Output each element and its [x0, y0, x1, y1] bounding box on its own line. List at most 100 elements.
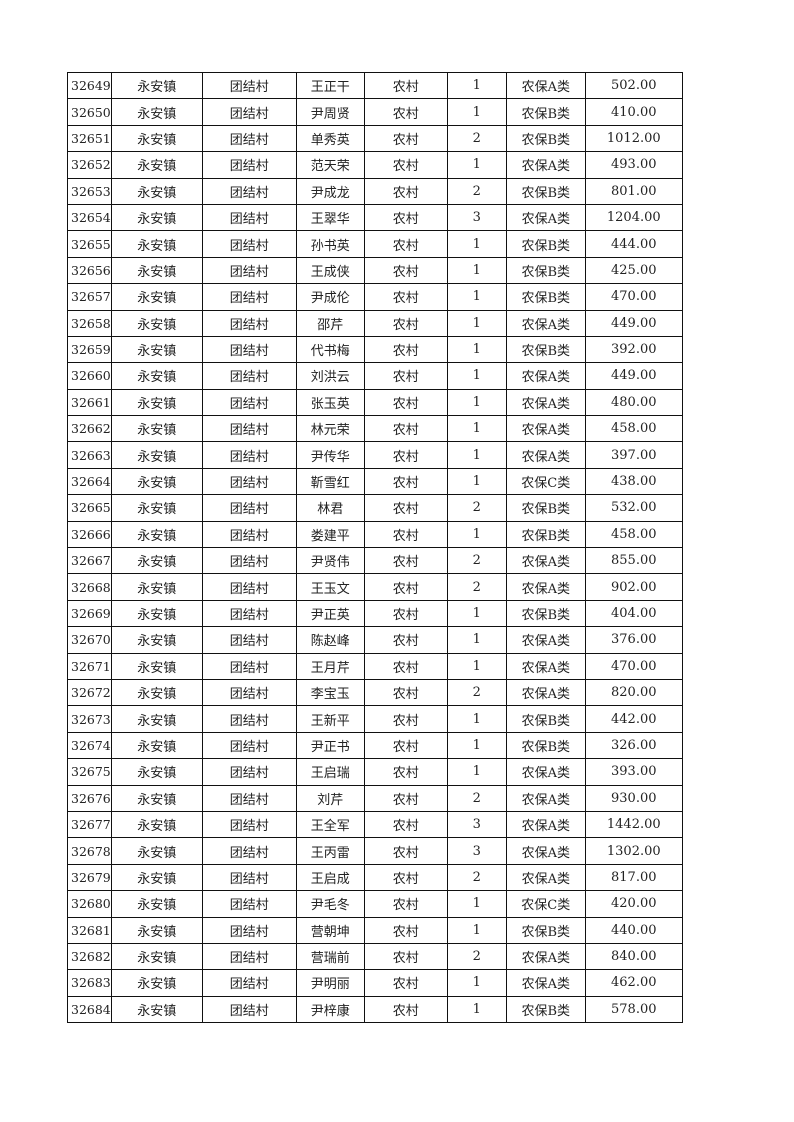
table-row: 32676 永安镇 团结村 刘芹 农村 2 农保A类 930.00 [67, 784, 683, 812]
amount-cell: 840.00 [584, 942, 683, 971]
town-cell: 永安镇 [110, 203, 203, 232]
name-cell: 孙书英 [295, 230, 365, 258]
people-count-cell: 1 [446, 705, 507, 733]
record-id-cell: 32663 [67, 441, 112, 469]
people-count-cell: 2 [446, 124, 507, 153]
people-count-cell: 1 [446, 969, 507, 997]
village-cell: 团结村 [201, 494, 297, 522]
table-row: 32655 永安镇 团结村 孙书英 农村 1 农保B类 444.00 [67, 230, 683, 258]
name-cell: 营朝坤 [295, 916, 365, 944]
insurance-category-cell: 农保A类 [505, 837, 586, 865]
record-id-cell: 32667 [67, 547, 112, 575]
table-row: 32680 永安镇 团结村 尹毛冬 农村 1 农保C类 420.00 [67, 890, 683, 918]
insurance-category-cell: 农保C类 [505, 467, 586, 496]
record-id-cell: 32660 [67, 362, 112, 390]
amount-cell: 930.00 [584, 784, 683, 812]
village-cell: 团结村 [201, 415, 297, 443]
town-cell: 永安镇 [110, 362, 203, 390]
village-cell: 团结村 [201, 467, 297, 496]
people-count-cell: 1 [446, 71, 507, 100]
village-cell: 团结村 [201, 309, 297, 337]
record-id-cell: 32657 [67, 283, 112, 311]
name-cell: 尹贤伟 [295, 547, 365, 575]
people-count-cell: 3 [446, 810, 507, 839]
name-cell: 娄建平 [295, 520, 365, 549]
household-type-cell: 农村 [363, 758, 448, 786]
table-row: 32683 永安镇 团结村 尹明丽 农村 1 农保A类 462.00 [67, 969, 683, 997]
name-cell: 张玉英 [295, 388, 365, 417]
record-id-cell: 32680 [67, 890, 112, 918]
insurance-category-cell: 农保B类 [505, 599, 586, 628]
insurance-category-cell: 农保A类 [505, 863, 586, 892]
record-id-cell: 32652 [67, 151, 112, 179]
household-type-cell: 农村 [363, 863, 448, 892]
town-cell: 永安镇 [110, 678, 203, 707]
town-cell: 永安镇 [110, 810, 203, 839]
record-id-cell: 32662 [67, 415, 112, 443]
name-cell: 林君 [295, 494, 365, 522]
record-id-cell: 32668 [67, 573, 112, 601]
insurance-category-cell: 农保A类 [505, 415, 586, 443]
amount-cell: 1442.00 [584, 810, 683, 839]
name-cell: 尹成龙 [295, 177, 365, 205]
household-type-cell: 农村 [363, 837, 448, 865]
people-count-cell: 1 [446, 362, 507, 390]
people-count-cell: 1 [446, 230, 507, 258]
table-row: 32682 永安镇 团结村 营瑞前 农村 2 农保A类 840.00 [67, 942, 683, 971]
household-type-cell: 农村 [363, 626, 448, 654]
name-cell: 尹梓康 [295, 995, 365, 1024]
amount-cell: 449.00 [584, 309, 683, 337]
village-cell: 团结村 [201, 283, 297, 311]
household-type-cell: 农村 [363, 256, 448, 285]
record-id-cell: 32675 [67, 758, 112, 786]
people-count-cell: 1 [446, 916, 507, 944]
amount-cell: 376.00 [584, 626, 683, 654]
name-cell: 营瑞前 [295, 942, 365, 971]
table-row: 32664 永安镇 团结村 靳雪红 农村 1 农保C类 438.00 [67, 467, 683, 496]
table-row: 32660 永安镇 团结村 刘洪云 农村 1 农保A类 449.00 [67, 362, 683, 390]
insurance-category-cell: 农保A类 [505, 784, 586, 812]
town-cell: 永安镇 [110, 415, 203, 443]
people-count-cell: 1 [446, 283, 507, 311]
household-type-cell: 农村 [363, 652, 448, 680]
household-type-cell: 农村 [363, 731, 448, 760]
amount-cell: 438.00 [584, 467, 683, 496]
table-row: 32661 永安镇 团结村 张玉英 农村 1 农保A类 480.00 [67, 388, 683, 417]
record-id-cell: 32671 [67, 652, 112, 680]
amount-cell: 801.00 [584, 177, 683, 205]
people-count-cell: 1 [446, 151, 507, 179]
village-cell: 团结村 [201, 151, 297, 179]
village-cell: 团结村 [201, 124, 297, 153]
amount-cell: 420.00 [584, 890, 683, 918]
town-cell: 永安镇 [110, 230, 203, 258]
insurance-category-cell: 农保B类 [505, 995, 586, 1024]
household-type-cell: 农村 [363, 547, 448, 575]
table-row: 32669 永安镇 团结村 尹正英 农村 1 农保B类 404.00 [67, 599, 683, 628]
record-id-cell: 32655 [67, 230, 112, 258]
insurance-category-cell: 农保A类 [505, 151, 586, 179]
people-count-cell: 1 [446, 256, 507, 285]
town-cell: 永安镇 [110, 890, 203, 918]
household-type-cell: 农村 [363, 203, 448, 232]
table-row: 32653 永安镇 团结村 尹成龙 农村 2 农保B类 801.00 [67, 177, 683, 205]
household-type-cell: 农村 [363, 388, 448, 417]
name-cell: 尹周贤 [295, 98, 365, 126]
record-id-cell: 32679 [67, 863, 112, 892]
village-cell: 团结村 [201, 626, 297, 654]
table-row: 32654 永安镇 团结村 王翠华 农村 3 农保A类 1204.00 [67, 203, 683, 232]
village-cell: 团结村 [201, 916, 297, 944]
insurance-category-cell: 农保B类 [505, 124, 586, 153]
amount-cell: 1012.00 [584, 124, 683, 153]
insurance-category-cell: 农保A类 [505, 678, 586, 707]
records-table: 32649 永安镇 团结村 王正干 农村 1 农保A类 502.00 32650 永安镇 团结村 尹周… [67, 71, 683, 1024]
village-cell: 团结村 [201, 388, 297, 417]
amount-cell: 480.00 [584, 388, 683, 417]
village-cell: 团结村 [201, 599, 297, 628]
people-count-cell: 1 [446, 731, 507, 760]
insurance-category-cell: 农保B类 [505, 494, 586, 522]
people-count-cell: 1 [446, 626, 507, 654]
amount-cell: 404.00 [584, 599, 683, 628]
name-cell: 王成侠 [295, 256, 365, 285]
amount-cell: 502.00 [584, 71, 683, 100]
record-id-cell: 32654 [67, 203, 112, 232]
